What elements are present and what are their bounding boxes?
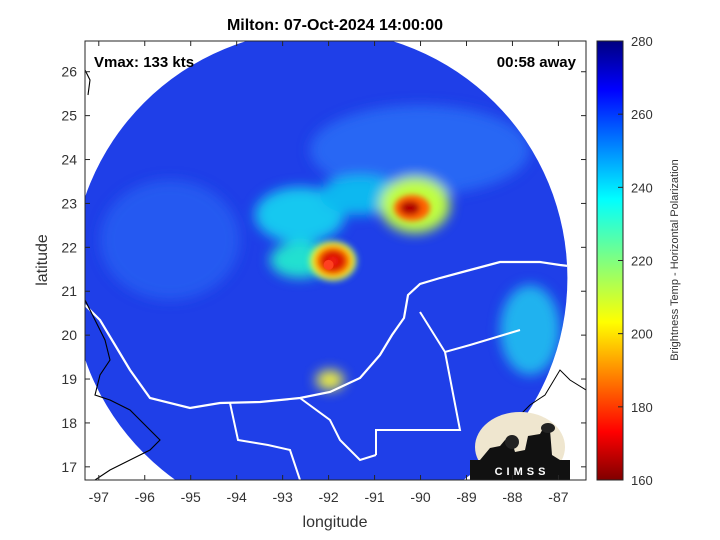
x-tick-label: -96 xyxy=(135,489,155,505)
northeast-convection-peak xyxy=(400,201,420,215)
annotation-vmax: Vmax: 133 kts xyxy=(94,54,194,71)
outer-band-north xyxy=(310,105,530,195)
y-tick-label: 19 xyxy=(61,371,77,387)
colorbar-tick-label: 280 xyxy=(631,34,653,49)
y-tick-label: 26 xyxy=(61,64,77,80)
eyewall-ring xyxy=(307,239,359,283)
coastline-yucatan xyxy=(85,260,568,410)
plot-frame xyxy=(84,40,587,481)
storm-eye xyxy=(323,259,334,270)
colorbar-ticks: 160 180 200 220 240 260 280 xyxy=(618,34,653,488)
colorbar-tick-label: 240 xyxy=(631,180,653,195)
deep-convection xyxy=(307,195,430,283)
x-axis-label: longitude xyxy=(303,514,368,531)
state-border-campeche xyxy=(299,397,377,462)
x-tick-label: -97 xyxy=(89,489,109,505)
chart-title: Milton: 07-Oct-2024 14:00:00 xyxy=(227,17,443,34)
colorbar-tick-label: 260 xyxy=(631,107,653,122)
y-axis-label: latitude xyxy=(34,234,51,286)
x-tick-label: -87 xyxy=(548,489,568,505)
logo-water-tower xyxy=(541,423,555,433)
colorbar-tick-label: 220 xyxy=(631,254,653,269)
logo-silhouette xyxy=(480,425,560,460)
y-axis: 17 18 19 20 21 22 23 24 25 26 xyxy=(61,64,586,475)
plot-area: CIMSS Vmax: 133 kts 00:58 away xyxy=(84,40,587,481)
x-tick-label: -90 xyxy=(410,489,430,505)
x-tick-label: -91 xyxy=(364,489,384,505)
outer-band-west xyxy=(100,180,240,300)
colorbar-tick-label: 180 xyxy=(631,400,653,415)
x-tick-label: -95 xyxy=(181,489,201,505)
x-tick-label: -92 xyxy=(318,489,338,505)
annotation-time-away: 00:58 away xyxy=(497,54,577,71)
brightness-temperature-swath xyxy=(85,41,568,480)
cimss-logo: CIMSS xyxy=(470,412,570,480)
x-tick-label: -94 xyxy=(227,489,247,505)
x-tick-label: -89 xyxy=(456,489,476,505)
logo-band xyxy=(470,460,570,480)
x-tick-label: -93 xyxy=(273,489,293,505)
x-tick-label: -88 xyxy=(502,489,522,505)
colorbar: 160 180 200 220 240 260 280 Brightness Temp - … xyxy=(596,34,681,488)
y-tick-label: 17 xyxy=(61,459,77,475)
y-tick-label: 21 xyxy=(61,283,77,299)
x-axis: -97 -96 -95 -94 -93 -92 -91 -90 -89 -88 -87 xyxy=(89,41,569,505)
logo-text: CIMSS xyxy=(495,466,550,478)
y-tick-label: 23 xyxy=(61,195,77,211)
south-cell xyxy=(316,370,344,390)
y-tick-label: 18 xyxy=(61,415,77,431)
state-border-yucatan xyxy=(375,311,521,455)
colorbar-tick-label: 200 xyxy=(631,327,653,342)
y-tick-label: 24 xyxy=(61,152,77,168)
y-tick-label: 20 xyxy=(61,327,77,343)
state-border-tabasco xyxy=(229,402,301,480)
y-tick-label: 25 xyxy=(61,108,77,124)
colorbar-label: Brightness Temp - Horizontal Polarizatio… xyxy=(669,159,681,361)
colorbar-tick-label: 160 xyxy=(631,473,653,488)
land-outline-west xyxy=(85,69,161,480)
logo-dish xyxy=(505,435,519,449)
y-tick-label: 22 xyxy=(61,239,77,255)
southeast-band xyxy=(500,285,560,375)
